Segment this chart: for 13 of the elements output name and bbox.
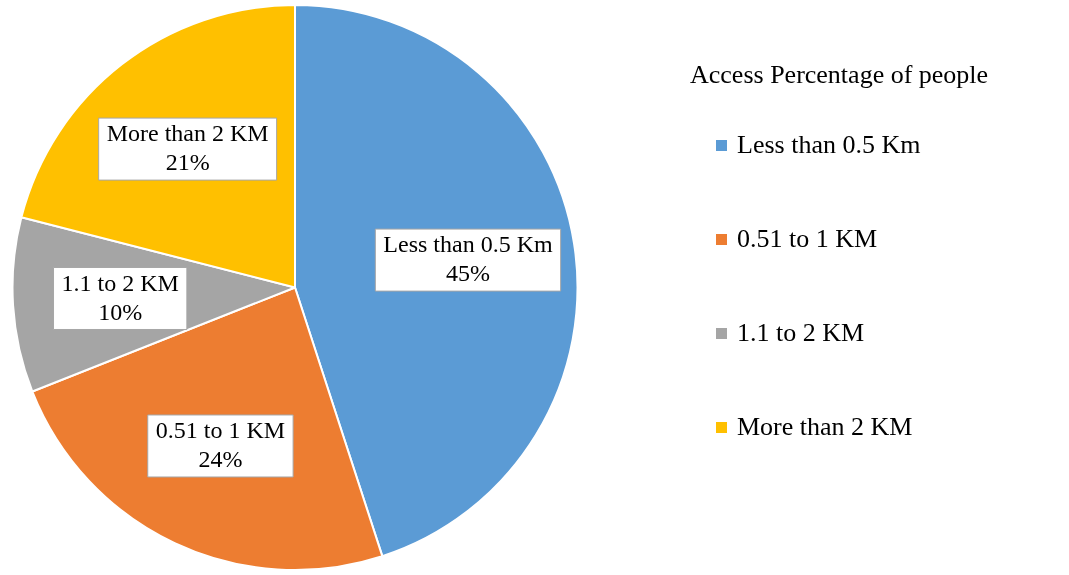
legend-label: 0.51 to 1 KM	[737, 224, 878, 254]
legend-label: More than 2 KM	[737, 412, 913, 442]
data-label: 24%	[198, 446, 243, 473]
slice-label: Less than 0.5 Km	[383, 231, 553, 258]
data-label: 10%	[98, 298, 143, 325]
legend-label: Less than 0.5 Km	[737, 130, 921, 160]
data-label: 21%	[165, 149, 210, 176]
data-label: 45%	[445, 260, 490, 287]
legend-label: 1.1 to 2 KM	[737, 318, 865, 348]
legend-title: Access Percentage of people	[690, 60, 989, 90]
slice-label: More than 2 KM	[106, 120, 269, 147]
slice-label: 0.51 to 1 KM	[155, 417, 286, 444]
slice-label: 1.1 to 2 KM	[61, 269, 179, 296]
